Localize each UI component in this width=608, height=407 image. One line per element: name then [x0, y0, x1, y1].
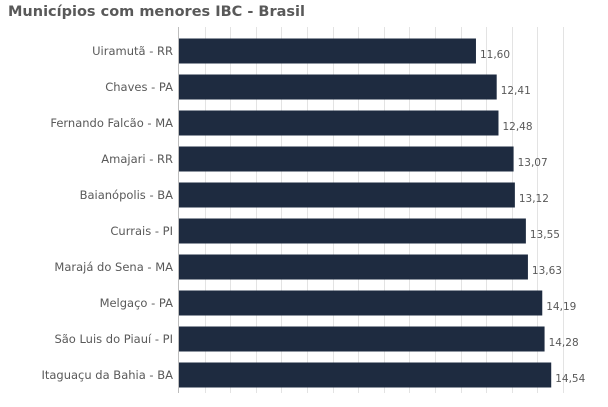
chart-title: Municípios com menores IBC - Brasil [8, 4, 305, 20]
value-labels: 11,60 12,41 12,48 13,07 13,12 13,55 13,63 14,19… [480, 49, 586, 385]
value-label: 12,48 [502, 121, 532, 133]
value-label: 11,60 [480, 49, 510, 61]
value-label: 12,41 [501, 85, 531, 97]
value-label: 13,12 [519, 193, 549, 205]
bar[interactable] [179, 362, 552, 388]
bar[interactable] [179, 74, 497, 100]
bar[interactable] [179, 290, 543, 316]
value-label: 13,55 [530, 229, 560, 241]
category-label: Chaves - PA [105, 80, 173, 94]
bar[interactable] [179, 110, 499, 136]
value-label: 13,63 [532, 265, 562, 277]
bar[interactable] [179, 218, 526, 244]
value-label: 14,54 [555, 373, 585, 385]
bars [179, 38, 552, 388]
category-label: São Luis do Piauí - PI [54, 332, 173, 346]
category-label: Uiramutã - RR [92, 44, 173, 58]
category-label: Amajari - RR [101, 152, 173, 166]
bar[interactable] [179, 326, 545, 352]
category-labels: Uiramutã - RR Chaves - PA Fernando Falcão … [41, 44, 173, 382]
value-label: 13,07 [518, 157, 548, 169]
bar[interactable] [179, 182, 515, 208]
category-label: Fernando Falcão - MA [50, 116, 173, 130]
category-label: Melgaço - PA [100, 296, 174, 310]
bar[interactable] [179, 146, 514, 172]
category-label: Itaguaçu da Bahia - BA [41, 368, 173, 382]
bar[interactable] [179, 38, 476, 64]
category-label: Marajá do Sena - MA [54, 260, 173, 274]
value-label: 14,19 [546, 301, 576, 313]
category-label: Currais - PI [110, 224, 173, 238]
bar[interactable] [179, 254, 528, 280]
value-label: 14,28 [549, 337, 579, 349]
category-label: Baianópolis - BA [80, 188, 174, 202]
